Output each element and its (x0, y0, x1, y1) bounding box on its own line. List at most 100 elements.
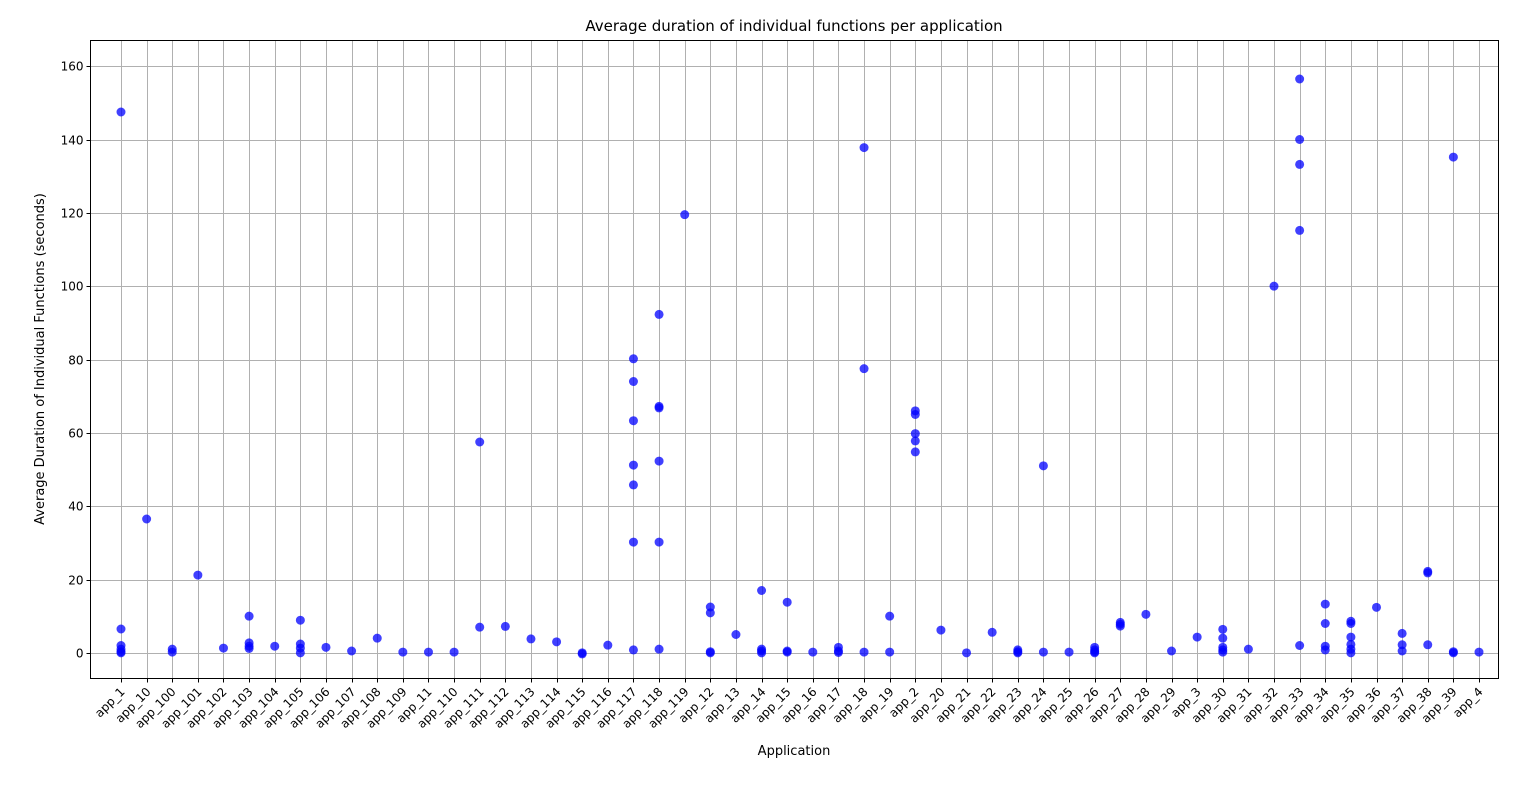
data-point (782, 597, 792, 607)
y-tick-label: 160 (61, 60, 84, 74)
data-point (1295, 159, 1305, 169)
data-point (603, 640, 613, 650)
data-point (1423, 640, 1433, 650)
data-point (1295, 225, 1305, 235)
data-point (910, 447, 920, 457)
x-axis-title: Application (758, 744, 831, 759)
data-point (680, 210, 690, 220)
data-point (1167, 646, 1177, 656)
data-point (782, 647, 792, 657)
data-point (833, 647, 843, 657)
data-point (116, 624, 126, 634)
plot-frame (90, 40, 1499, 679)
data-point (808, 647, 818, 657)
data-point (372, 633, 382, 643)
data-point (1320, 619, 1330, 628)
y-tick-label: 80 (68, 354, 83, 368)
data-point (910, 429, 920, 439)
chart-title: Average duration of individual functions… (585, 17, 1002, 35)
data-point (295, 615, 305, 625)
data-point (347, 646, 357, 656)
data-point (1397, 628, 1407, 638)
data-point (1397, 640, 1407, 650)
data-point (628, 537, 638, 547)
data-point (705, 608, 715, 618)
data-point (398, 647, 408, 657)
data-point (628, 480, 638, 490)
y-tick-label: 60 (68, 427, 83, 441)
x-tick-label: app_4 (1450, 685, 1486, 721)
data-point (654, 644, 664, 654)
y-tick-label: 120 (61, 207, 84, 221)
data-point (244, 611, 254, 621)
data-point (628, 416, 638, 426)
y-tick-label: 20 (68, 574, 83, 588)
data-point (1192, 632, 1202, 642)
data-point (1218, 633, 1228, 643)
data-point (1295, 641, 1305, 650)
data-point (295, 648, 305, 658)
data-point (423, 647, 433, 657)
data-point (1423, 568, 1433, 578)
y-tick-label: 0 (76, 647, 84, 661)
data-point (1115, 621, 1125, 631)
y-tick-label: 100 (61, 280, 84, 294)
data-point (270, 641, 280, 651)
data-point (500, 621, 510, 631)
data-point (910, 436, 920, 446)
data-point (142, 514, 152, 524)
data-point (1269, 281, 1279, 291)
data-point (757, 586, 767, 595)
data-point (628, 645, 638, 655)
data-point (885, 647, 895, 657)
data-point (1038, 647, 1048, 657)
data-point (654, 537, 664, 547)
data-point (475, 622, 485, 632)
data-point (1346, 619, 1356, 628)
data-point (705, 648, 715, 658)
y-tick-label: 140 (61, 134, 84, 148)
data-point (885, 611, 895, 621)
data-point (1474, 647, 1484, 657)
data-point (1141, 609, 1151, 619)
data-point (116, 648, 126, 658)
data-point (1243, 644, 1253, 654)
data-point (552, 637, 562, 647)
data-point (1295, 74, 1305, 84)
data-point (193, 570, 203, 580)
data-point (757, 648, 767, 658)
grid-lines (90, 40, 1499, 679)
data-point (1448, 152, 1458, 162)
data-point (577, 649, 587, 659)
data-point (1295, 135, 1305, 144)
data-point (167, 647, 177, 657)
data-point (859, 364, 869, 374)
data-point (859, 647, 869, 657)
data-point (1346, 632, 1356, 642)
data-point (475, 437, 485, 447)
data-point (731, 630, 741, 639)
data-point (962, 648, 972, 658)
data-point (654, 456, 664, 466)
data-point (1013, 648, 1023, 658)
data-point (859, 143, 869, 153)
data-point (1346, 648, 1356, 658)
data-point (654, 309, 664, 319)
data-point (244, 643, 254, 653)
x-axis: app_1app_10app_100app_101app_102app_103a… (92, 678, 1486, 731)
data-point (1372, 602, 1382, 612)
data-point (628, 354, 638, 364)
data-point (1038, 461, 1048, 471)
data-point (1218, 647, 1228, 657)
data-point (987, 627, 997, 637)
data-point (1090, 648, 1100, 658)
data-point (1448, 648, 1458, 658)
data-point (1320, 599, 1330, 609)
data-point (116, 107, 126, 117)
data-point (321, 642, 331, 652)
data-point (910, 410, 920, 419)
data-point (1397, 646, 1407, 656)
data-point (936, 625, 946, 635)
data-point (218, 643, 228, 653)
